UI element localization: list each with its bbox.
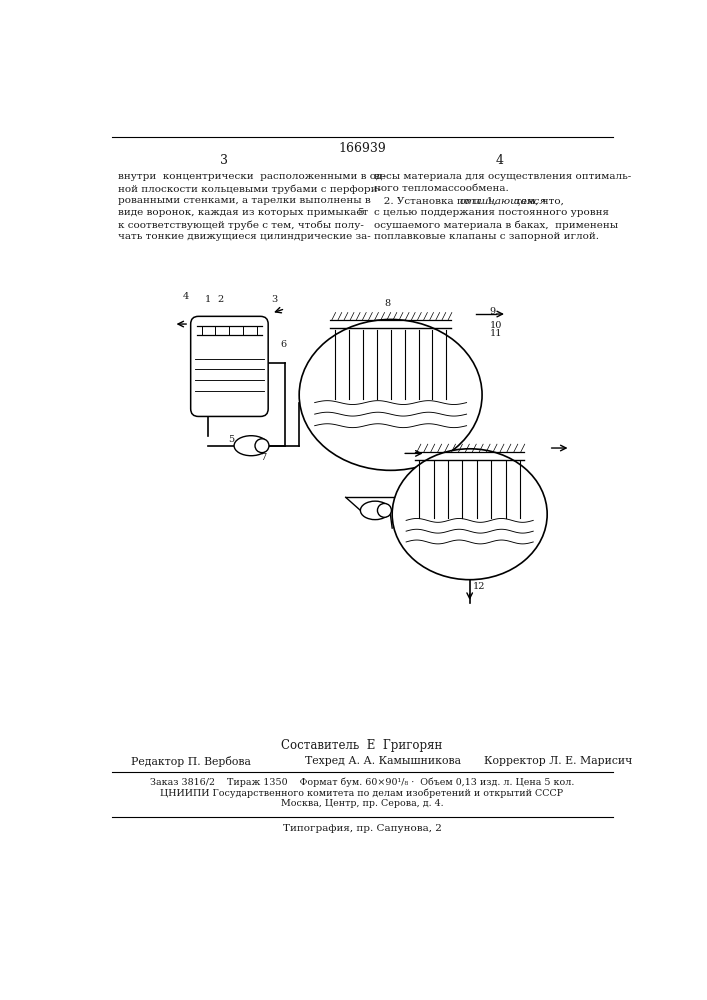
- Text: поплавковые клапаны с запорной иглой.: поплавковые клапаны с запорной иглой.: [373, 232, 599, 241]
- Text: 3: 3: [271, 295, 278, 304]
- Text: виде воронок, каждая из которых примыкает: виде воронок, каждая из которых примыкае…: [118, 208, 368, 217]
- Text: ного тепломассообмена.: ного тепломассообмена.: [373, 184, 508, 193]
- Text: 2: 2: [217, 295, 223, 304]
- Text: Типография, пр. Сапунова, 2: Типография, пр. Сапунова, 2: [283, 824, 441, 833]
- Text: Техред А. А. Камышникова: Техред А. А. Камышникова: [305, 756, 462, 766]
- Ellipse shape: [361, 501, 390, 520]
- Text: ЦНИИПИ Государственного комитета по делам изобретений и открытий СССР: ЦНИИПИ Государственного комитета по дела…: [160, 788, 563, 798]
- Text: 5: 5: [357, 208, 363, 217]
- Text: 12: 12: [473, 582, 485, 591]
- Text: 2. Установка по п. 1,: 2. Установка по п. 1,: [373, 196, 499, 205]
- Text: 9: 9: [490, 307, 496, 316]
- Text: 4: 4: [183, 292, 189, 301]
- Text: тем, что,: тем, что,: [512, 196, 563, 205]
- Text: чать тонкие движущиеся цилиндрические за-: чать тонкие движущиеся цилиндрические за…: [118, 232, 370, 241]
- Text: Редактор П. Вербова: Редактор П. Вербова: [131, 756, 251, 767]
- Text: внутри  концентрически  расположенными в од-: внутри концентрически расположенными в о…: [118, 172, 386, 181]
- Text: отличающаяся: отличающаяся: [460, 196, 547, 205]
- Text: осушаемого материала в баках,  применены: осушаемого материала в баках, применены: [373, 220, 618, 230]
- Text: 6: 6: [281, 340, 287, 349]
- Text: с целью поддержания постоянного уровня: с целью поддержания постоянного уровня: [373, 208, 609, 217]
- Text: 5: 5: [228, 435, 234, 444]
- FancyBboxPatch shape: [191, 316, 268, 416]
- Text: Заказ 3816/2    Тираж 1350    Формат бум. 60×90¹/₈ ·  Объем 0,13 изд. л. Цена 5 : Заказ 3816/2 Тираж 1350 Формат бум. 60×9…: [150, 777, 574, 787]
- Circle shape: [378, 503, 392, 517]
- Text: рованными стенками, а тарелки выполнены в: рованными стенками, а тарелки выполнены …: [118, 196, 370, 205]
- Text: Москва, Центр, пр. Серова, д. 4.: Москва, Центр, пр. Серова, д. 4.: [281, 799, 443, 808]
- Text: Составитель  Е  Григорян: Составитель Е Григорян: [281, 739, 443, 752]
- Ellipse shape: [234, 436, 268, 456]
- Text: весы материала для осуществления оптималь-: весы материала для осуществления оптимал…: [373, 172, 631, 181]
- Text: 3: 3: [220, 154, 228, 167]
- Text: 4: 4: [495, 154, 503, 167]
- Text: 7: 7: [260, 453, 267, 462]
- Text: к соответствующей трубе с тем, чтобы полу-: к соответствующей трубе с тем, чтобы пол…: [118, 220, 363, 230]
- Text: 8: 8: [385, 299, 390, 308]
- Text: ной плоскости кольцевыми трубами с перфори-: ной плоскости кольцевыми трубами с перфо…: [118, 184, 381, 194]
- Text: 10: 10: [490, 321, 502, 330]
- Text: 166939: 166939: [338, 142, 386, 155]
- Ellipse shape: [299, 319, 482, 470]
- Ellipse shape: [392, 449, 547, 580]
- Text: 1: 1: [204, 295, 211, 304]
- Circle shape: [255, 439, 269, 453]
- Text: Корректор Л. Е. Марисич: Корректор Л. Е. Марисич: [484, 756, 632, 766]
- Text: 11: 11: [490, 329, 503, 338]
